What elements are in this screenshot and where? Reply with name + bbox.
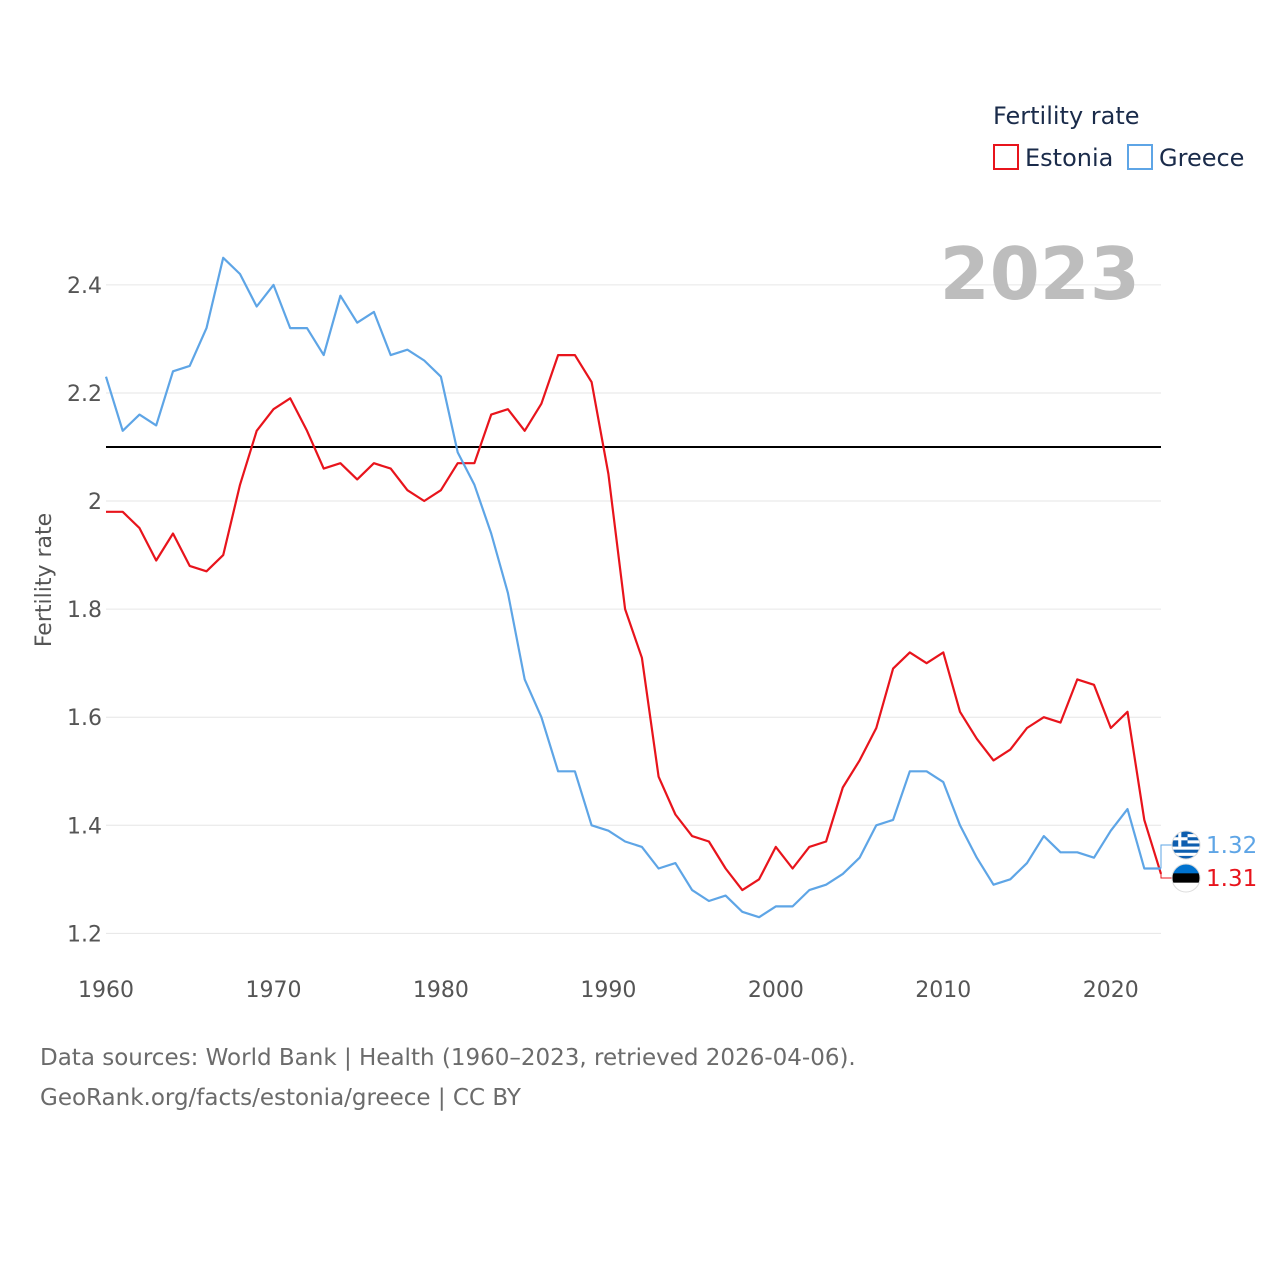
series [104,256,1163,919]
flag-border [1171,863,1201,893]
legend-swatch-greece[interactable] [1127,144,1153,170]
x-tick-label: 2000 [748,978,804,1003]
y-tick-label: 1.8 [67,598,102,623]
y-tick-label: 1.6 [67,706,102,731]
legend: Fertility rate Estonia Greece [993,102,1244,172]
y-tick-label: 1.4 [67,814,102,839]
end-value-label-greece: 1.32 [1206,833,1257,859]
x-tick-label: 2010 [915,978,971,1003]
end-leader-greece [1160,844,1173,869]
y-tick-label: 1.2 [67,922,102,947]
y-tick-label: 2.4 [67,274,102,299]
x-axis: 1960 1970 1980 1990 2000 2010 2020 [78,978,1139,1003]
y-tick-label: 2.2 [67,382,102,407]
current-year-label: 2023 [940,232,1140,316]
series-line-greece[interactable] [104,256,1161,919]
attribution-text: GeoRank.org/facts/estonia/greece | CC BY [40,1085,521,1111]
y-tick-label: 2 [88,490,102,515]
end-markers: 1.32 1.31 [1160,830,1257,893]
x-tick-label: 2020 [1083,978,1139,1003]
flag-border [1171,830,1201,860]
end-leader-estonia [1160,873,1173,879]
series-line-estonia[interactable] [106,354,1163,892]
x-tick-label: 1980 [413,978,469,1003]
legend-label-greece[interactable]: Greece [1159,144,1244,172]
flag-estonia-icon [1172,864,1200,892]
end-value-label-estonia: 1.31 [1206,866,1257,892]
y-axis: 1.2 1.4 1.6 1.8 2 2.2 2.4 [67,274,102,948]
x-tick-label: 1970 [245,978,301,1003]
y-axis-title: Fertility rate [32,513,57,647]
gridlines [106,284,1161,934]
legend-swatch-estonia[interactable] [993,144,1019,170]
x-tick-label: 1960 [78,978,134,1003]
legend-title: Fertility rate [993,102,1140,130]
x-tick-label: 1990 [580,978,636,1003]
data-sources-text: Data sources: World Bank | Health (1960–… [40,1045,856,1071]
legend-label-estonia[interactable]: Estonia [1025,144,1113,172]
